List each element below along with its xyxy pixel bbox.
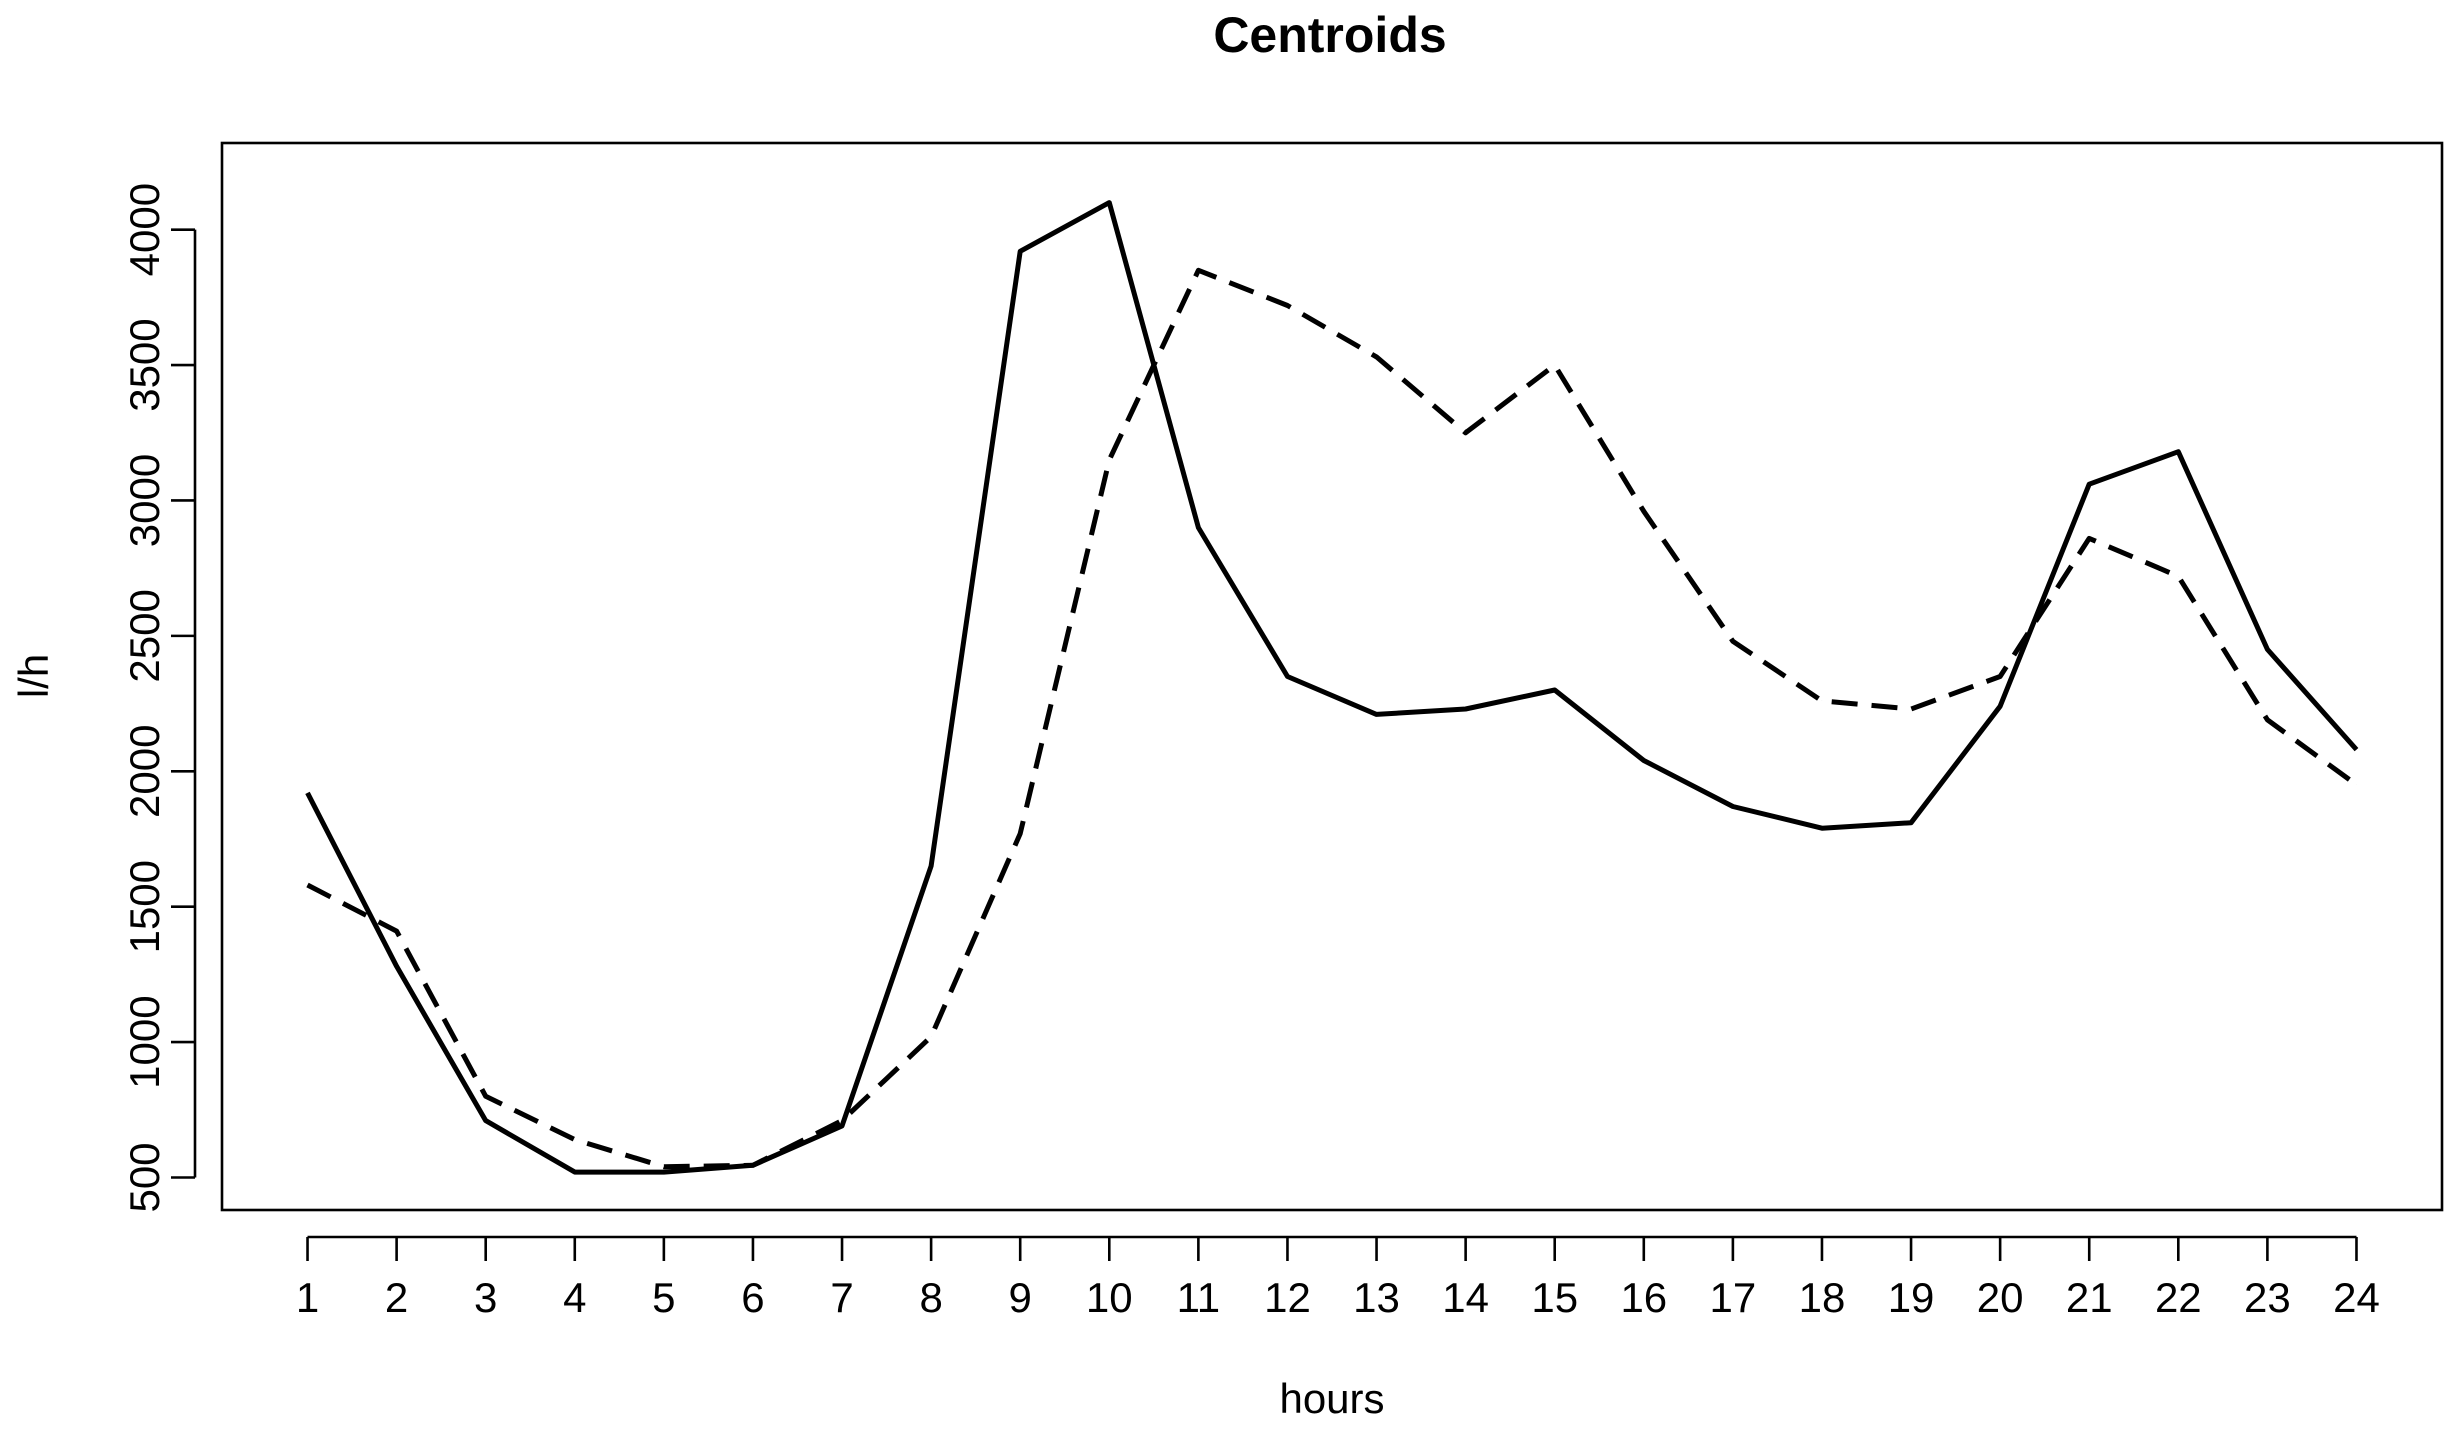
y-tick-label: 2000 [121, 725, 168, 818]
x-tick-label: 5 [652, 1274, 675, 1321]
x-tick-label: 6 [741, 1274, 764, 1321]
x-tick-label: 8 [919, 1274, 942, 1321]
x-tick-label: 15 [1531, 1274, 1578, 1321]
x-tick-label: 10 [1086, 1274, 1133, 1321]
x-tick-label: 17 [1710, 1274, 1757, 1321]
y-tick-label: 3000 [121, 454, 168, 547]
y-tick-label: 3500 [121, 318, 168, 411]
x-tick-label: 3 [474, 1274, 497, 1321]
x-tick-label: 11 [1177, 1274, 1221, 1321]
x-tick-label: 9 [1009, 1274, 1032, 1321]
x-tick-label: 19 [1888, 1274, 1935, 1321]
y-tick-label: 1000 [121, 995, 168, 1088]
solid-series-line [305, 200, 2359, 1175]
x-tick-label: 20 [1977, 1274, 2024, 1321]
x-tick-label: 18 [1799, 1274, 1846, 1321]
chart-title: Centroids [1213, 7, 1446, 63]
y-tick-label: 500 [121, 1142, 168, 1212]
x-tick-label: 1 [296, 1274, 319, 1321]
plot-frame [220, 141, 2444, 1212]
y-tick-label: 4000 [121, 183, 168, 276]
x-tick-label: 22 [2155, 1274, 2202, 1321]
x-tick-label: 4 [563, 1274, 586, 1321]
x-axis: 1 2 3 4 5 6 7 8 9 10 11 12 13 14 15 16 17 18 19 20 21 22 23 24 [296, 1235, 2380, 1321]
x-tick-label: 2 [385, 1274, 408, 1321]
y-tick-label: 1500 [121, 860, 168, 953]
x-tick-label: 12 [1264, 1274, 1311, 1321]
x-tick-label: 16 [1620, 1274, 1667, 1321]
x-tick-label: 7 [830, 1274, 853, 1321]
y-tick-label: 2500 [121, 589, 168, 682]
series-layer [305, 200, 2359, 1175]
x-tick-label: 23 [2244, 1274, 2291, 1321]
x-tick-label: 13 [1353, 1274, 1400, 1321]
x-tick-label: 21 [2066, 1274, 2113, 1321]
x-tick-label: 24 [2333, 1274, 2380, 1321]
x-tick-label: 14 [1442, 1274, 1489, 1321]
y-axis: 500 1000 1500 2000 2500 3000 3500 4000 [121, 183, 197, 1213]
x-axis-label: hours [1279, 1375, 1384, 1422]
y-axis-label: l/h [10, 654, 57, 698]
dashed-series-line [306, 267, 2358, 1170]
